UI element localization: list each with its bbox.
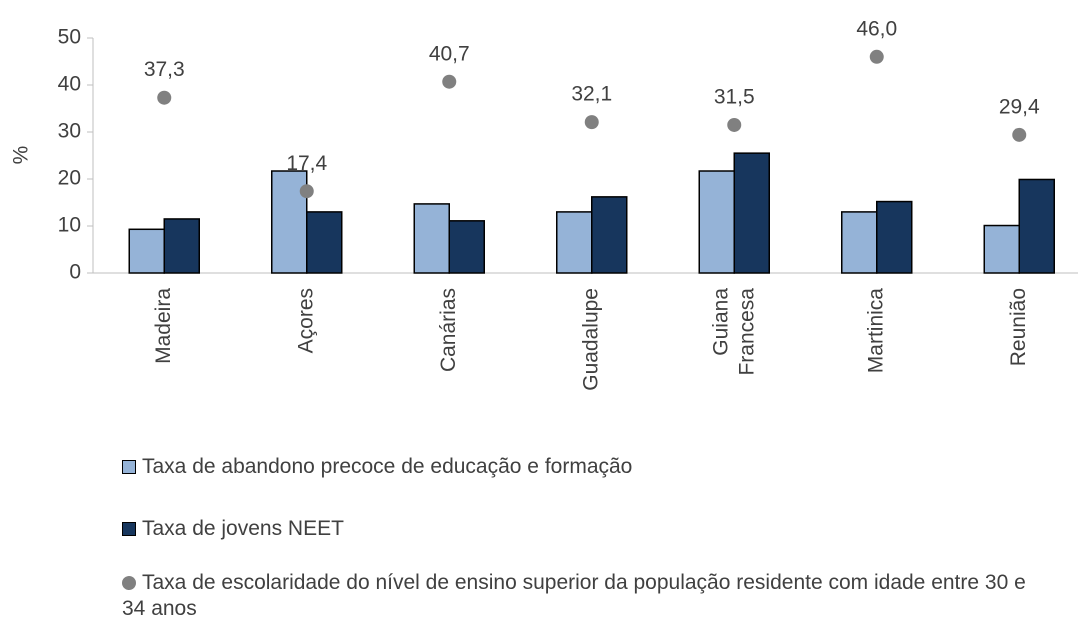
bar (413, 203, 450, 274)
data-label: 31,5 (714, 85, 755, 108)
dot (727, 117, 742, 132)
legend-swatch (122, 522, 136, 536)
x-tick-label: Madeira (152, 288, 175, 364)
bar (128, 228, 165, 274)
bar (448, 220, 485, 274)
dot (299, 184, 314, 199)
y-tick-label: 20 (58, 167, 81, 190)
legend-item: Taxa de escolaridade do nível de ensino … (122, 570, 1052, 622)
x-tick-label: Reunião (1007, 288, 1030, 366)
data-label: 46,0 (856, 17, 897, 40)
legend-swatch (122, 576, 136, 590)
bar (733, 152, 770, 274)
bar (1018, 178, 1055, 274)
data-label: 17,4 (286, 152, 327, 175)
bar (876, 200, 913, 274)
bar (983, 224, 1020, 274)
bar (163, 218, 200, 274)
dot (157, 90, 172, 105)
bar (841, 211, 878, 274)
y-tick-label: 0 (69, 261, 81, 284)
dot (442, 74, 457, 89)
bar (591, 196, 628, 274)
legend-swatch (122, 460, 136, 474)
chart: % 0 10 20 30 40 50 Madeira Açores Canárias Guadal… (10, 17, 1078, 391)
y-tick-label: 40 (58, 73, 81, 96)
legend-label: Taxa de jovens NEET (142, 517, 344, 540)
dot (1012, 127, 1027, 142)
legend-label: Taxa de abandono precoce de educação e f… (142, 455, 633, 478)
legend-label: Taxa de escolaridade do nível de ensino … (122, 571, 1026, 620)
x-tick-label: Açores (294, 288, 317, 353)
y-axis-label: % (10, 146, 33, 165)
x-tick-label: Martinica (864, 288, 887, 374)
dot (584, 115, 599, 130)
dot (869, 49, 884, 64)
y-tick-label: 30 (58, 120, 81, 143)
data-label: 40,7 (429, 42, 470, 65)
bar (271, 170, 308, 274)
bar (698, 170, 735, 274)
bar (306, 211, 343, 274)
y-tick-label: 10 (58, 214, 81, 237)
legend-item: Taxa de jovens NEET (122, 516, 1052, 542)
data-label: 29,4 (999, 95, 1040, 118)
y-tick-label: 50 (58, 26, 81, 49)
x-tick-label: Guiana Francesa (709, 288, 758, 376)
x-tick-label: Guadalupe (579, 288, 602, 391)
legend-item: Taxa de abandono precoce de educação e f… (122, 454, 1052, 480)
bar (556, 211, 593, 274)
x-tick-label: Canárias (437, 288, 460, 372)
data-label: 37,3 (144, 58, 185, 81)
data-label: 32,1 (571, 83, 612, 106)
